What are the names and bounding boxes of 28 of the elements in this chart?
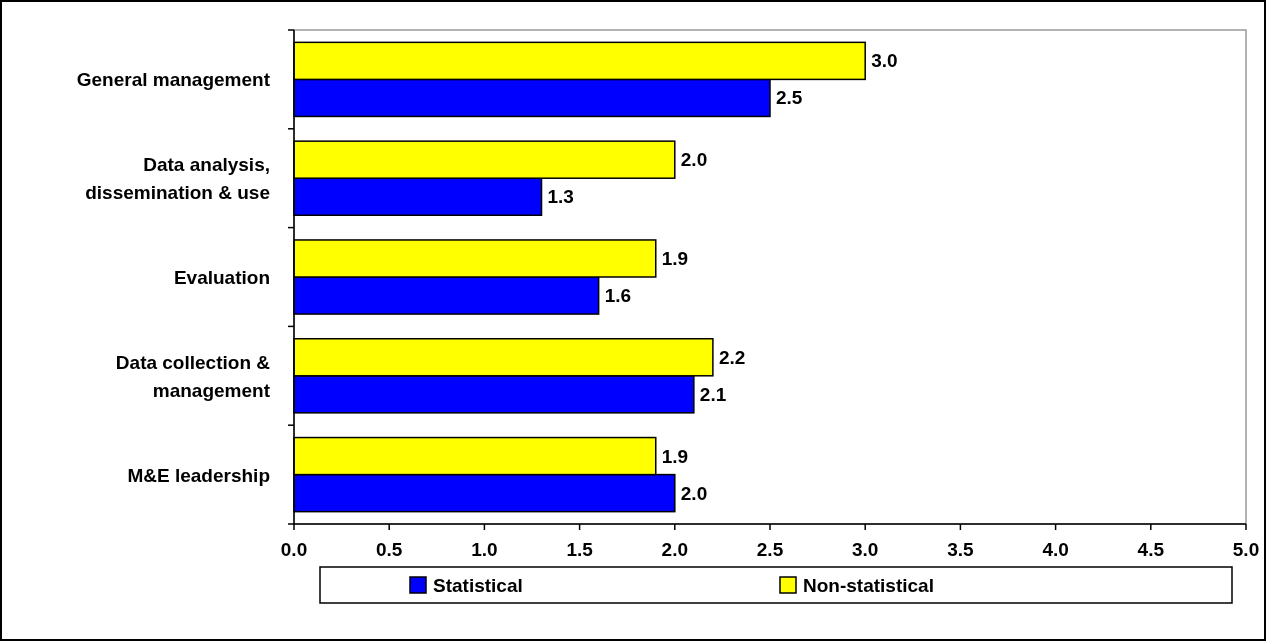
data-label: 1.9 [661,445,689,467]
data-label: 2.5 [776,87,803,109]
legend-label: Non-statistical [803,574,934,596]
data-label: 2.1 [699,383,727,405]
data-label: 1.3 [547,186,574,208]
data-label: 2.2 [718,346,746,368]
x-tick-label: 3.5 [947,539,975,560]
y-tick-label: General management [76,68,271,90]
y-tick-label: Data analysis, dissemination & use [85,153,270,203]
data-label: 1.9 [661,247,689,269]
data-label: 2.0 [680,482,708,504]
x-tick-label: 1.0 [471,539,498,560]
x-tick-label: 4.0 [1042,539,1069,560]
x-tick-label: 1.5 [566,539,594,560]
x-tick-label: 2.5 [756,539,784,560]
x-tick-label: 5.0 [1232,539,1260,560]
x-tick-label: 3.0 [851,539,879,560]
x-tick-label: 0.0 [280,539,308,560]
legend-label: Statistical [433,574,523,596]
x-tick-label: 4.5 [1137,539,1165,560]
x-tick-label: 2.0 [661,539,689,560]
y-tick-label: Evaluation [173,266,270,288]
data-label: 3.0 [871,50,898,72]
y-tick-label: M&E leadership [127,464,270,486]
data-label: 1.6 [604,285,632,307]
x-tick-label: 0.5 [375,539,403,560]
y-tick-label: Data collection & management [115,351,271,401]
data-label: 2.0 [680,149,708,171]
